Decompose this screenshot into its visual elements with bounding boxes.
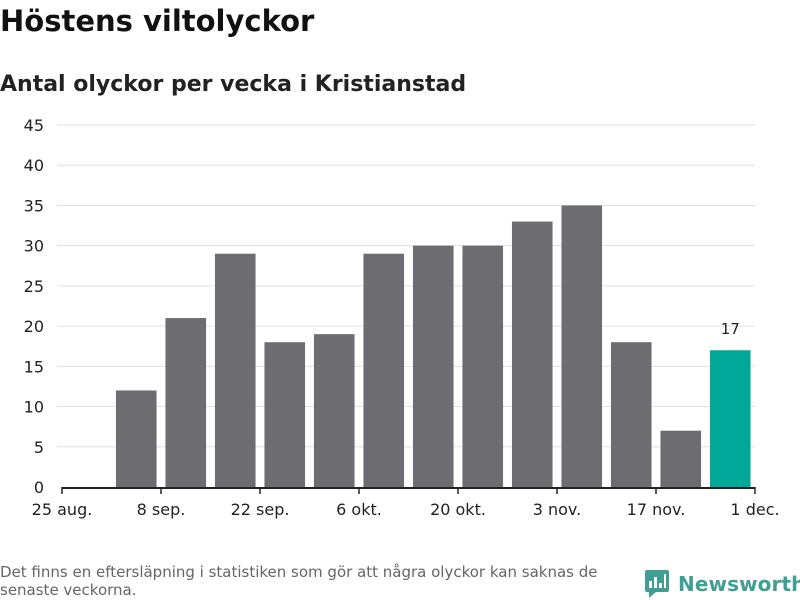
bar [561, 205, 603, 487]
data-label: 17 [721, 320, 740, 338]
x-tick-label: 22 sep. [231, 500, 290, 519]
y-tick-label: 40 [24, 156, 44, 175]
bar [709, 350, 751, 487]
y-tick-label: 25 [24, 277, 44, 296]
y-tick-label: 0 [34, 478, 44, 497]
bar [511, 221, 553, 488]
brand-name: Newsworthy [678, 572, 800, 596]
y-tick-label: 10 [24, 398, 44, 417]
bars [115, 205, 751, 488]
x-axis: 25 aug. 8 sep. 22 sep. 6 okt. 20 okt. 3 nov. 1… [32, 487, 780, 519]
y-tick-label: 30 [24, 237, 44, 256]
bar [214, 253, 256, 487]
y-tick-label: 45 [24, 116, 44, 135]
data-labels: 17 [721, 320, 740, 338]
x-tick-label: 6 okt. [336, 500, 382, 519]
chart-subtitle: Antal olyckor per vecka i Kristianstad [0, 72, 467, 97]
x-tick-label: 25 aug. [32, 500, 93, 519]
x-tick-label: 8 sep. [137, 500, 186, 519]
bar [363, 253, 405, 487]
bar [412, 245, 454, 487]
bar [462, 245, 504, 487]
bar [660, 430, 702, 487]
y-tick-label: 15 [24, 357, 44, 376]
x-tick-label: 3 nov. [533, 500, 582, 519]
x-tick-label: 1 dec. [730, 500, 779, 519]
bar [313, 334, 355, 487]
chart-title: Höstens viltolyckor [0, 4, 315, 38]
footnote: Det finns en eftersläpning i statistiken… [0, 563, 598, 599]
newsworthy-logo[interactable]: Newsworthy [644, 569, 800, 599]
x-tick-label: 17 nov. [627, 500, 686, 519]
y-axis-ticks: 0 5 10 15 20 25 30 35 40 45 [24, 116, 44, 497]
bar [165, 318, 207, 487]
x-tick-label: 20 okt. [430, 500, 486, 519]
y-tick-label: 35 [24, 196, 44, 215]
y-tick-label: 20 [24, 317, 44, 336]
bar [115, 390, 157, 487]
y-tick-label: 5 [34, 438, 44, 457]
bar-chart: 0 5 10 15 20 25 30 35 40 45 17 25 aug. 8 sep. 22 se… [24, 116, 780, 519]
newsworthy-icon [645, 570, 669, 598]
bar [610, 342, 652, 487]
bar [264, 342, 306, 487]
grid-lines [57, 124, 755, 448]
